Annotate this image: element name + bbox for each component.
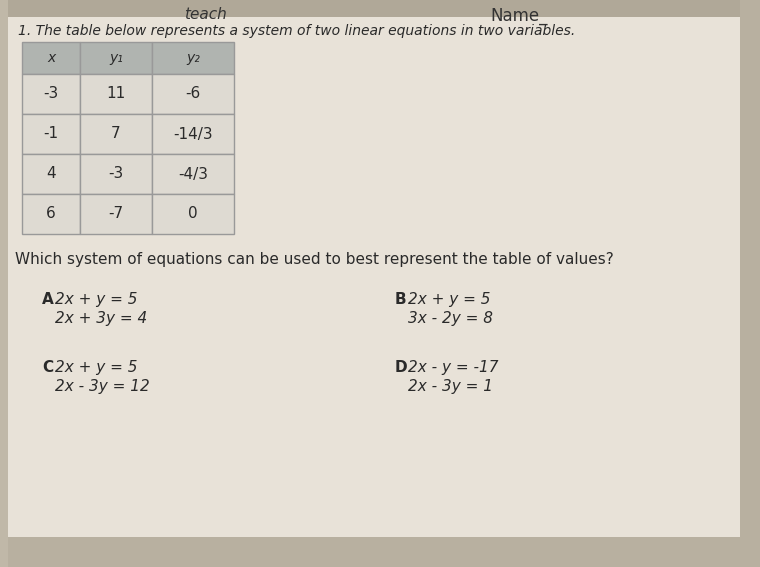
Text: 6: 6 — [46, 206, 56, 222]
Bar — [740, 0, 760, 567]
Bar — [152, 114, 234, 154]
Text: 2x + y = 5: 2x + y = 5 — [55, 360, 138, 375]
Bar — [152, 42, 234, 74]
Text: x: x — [47, 51, 55, 65]
Text: B: B — [395, 292, 407, 307]
Text: 11: 11 — [106, 87, 125, 101]
Bar — [152, 194, 234, 234]
Bar — [22, 114, 80, 154]
Text: 1. The table below represents a system of two linear equations in two variables.: 1. The table below represents a system o… — [18, 24, 575, 38]
Text: y₂: y₂ — [186, 51, 200, 65]
Text: 2x - y = -17: 2x - y = -17 — [408, 360, 499, 375]
Text: C: C — [42, 360, 53, 375]
Text: 2x - 3y = 1: 2x - 3y = 1 — [408, 379, 493, 394]
Bar — [80, 114, 152, 154]
Text: 2x + y = 5: 2x + y = 5 — [408, 292, 490, 307]
Text: -3: -3 — [109, 167, 124, 181]
Text: D: D — [395, 360, 407, 375]
Text: 2x + y = 5: 2x + y = 5 — [55, 292, 138, 307]
Bar — [22, 74, 80, 114]
Bar — [80, 194, 152, 234]
Text: teach: teach — [184, 7, 226, 22]
Text: -7: -7 — [109, 206, 124, 222]
Text: 0: 0 — [188, 206, 198, 222]
Bar — [22, 194, 80, 234]
Bar — [0, 0, 760, 17]
Text: -14/3: -14/3 — [173, 126, 213, 142]
Text: -3: -3 — [43, 87, 59, 101]
Text: 2x + 3y = 4: 2x + 3y = 4 — [55, 311, 147, 326]
Text: 7: 7 — [111, 126, 121, 142]
Bar — [0, 537, 760, 567]
Text: y₁: y₁ — [109, 51, 123, 65]
Bar — [80, 74, 152, 114]
Text: -1: -1 — [43, 126, 59, 142]
Bar — [80, 42, 152, 74]
Bar — [0, 0, 8, 567]
Text: A: A — [42, 292, 54, 307]
Text: Name_: Name_ — [490, 7, 547, 25]
Text: 3x - 2y = 8: 3x - 2y = 8 — [408, 311, 493, 326]
Text: 2x - 3y = 12: 2x - 3y = 12 — [55, 379, 150, 394]
Bar — [152, 74, 234, 114]
Bar — [22, 42, 80, 74]
Bar — [22, 154, 80, 194]
Bar — [152, 154, 234, 194]
Text: 4: 4 — [46, 167, 55, 181]
Text: -6: -6 — [185, 87, 201, 101]
Text: -4/3: -4/3 — [178, 167, 208, 181]
Bar — [80, 154, 152, 194]
Text: Which system of equations can be used to best represent the table of values?: Which system of equations can be used to… — [15, 252, 614, 267]
